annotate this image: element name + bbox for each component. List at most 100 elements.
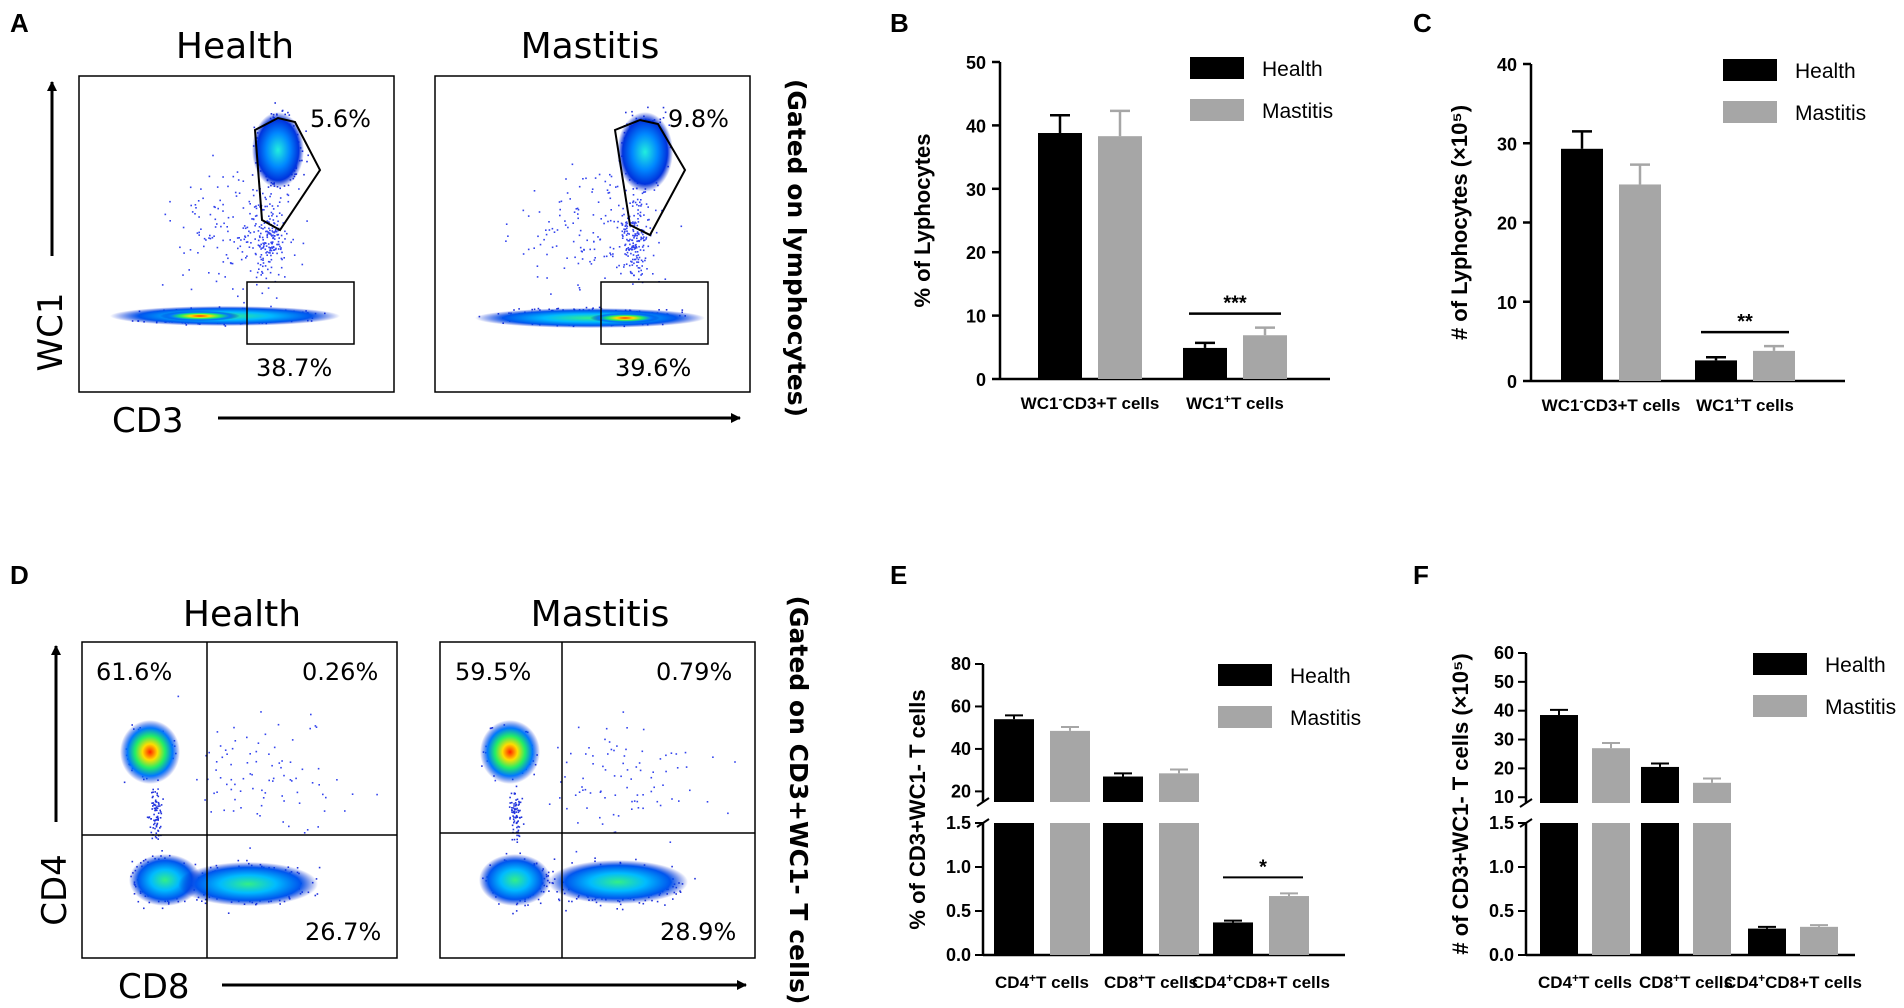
event-dot bbox=[630, 778, 632, 780]
event-dot bbox=[613, 749, 615, 752]
event-dot bbox=[599, 904, 602, 907]
event-dot bbox=[634, 251, 637, 253]
event-dot bbox=[217, 207, 219, 210]
category-label-0: WC1-CD3+T cells bbox=[1021, 392, 1160, 413]
bar-health-0-lower bbox=[1540, 823, 1578, 955]
event-dot bbox=[231, 262, 234, 265]
event-dot bbox=[612, 255, 614, 258]
event-dot bbox=[286, 232, 288, 235]
event-dot bbox=[224, 276, 226, 278]
event-dot bbox=[621, 214, 624, 217]
event-dot bbox=[521, 797, 524, 800]
legend-swatch-mastitis bbox=[1753, 695, 1807, 717]
event-dot bbox=[626, 230, 628, 232]
event-dot bbox=[151, 808, 153, 810]
event-dot bbox=[265, 252, 267, 254]
cd4-population-health bbox=[120, 720, 180, 784]
event-dot bbox=[237, 295, 239, 298]
event-dot bbox=[287, 194, 290, 197]
event-dot bbox=[634, 258, 637, 261]
category-label-1: WC1+T cells bbox=[1696, 394, 1794, 415]
event-dot bbox=[161, 850, 163, 852]
event-dot bbox=[621, 237, 624, 239]
y-axis-title: # of CD3+WC1- T cells (×10⁵) bbox=[1448, 653, 1473, 954]
event-dot bbox=[652, 254, 655, 257]
event-dot bbox=[591, 191, 593, 193]
y-tick-label: 10 bbox=[966, 307, 986, 327]
event-dot bbox=[271, 247, 273, 249]
event-dot bbox=[257, 230, 260, 232]
event-dot bbox=[255, 750, 258, 753]
event-dot bbox=[225, 254, 228, 256]
event-dot bbox=[278, 212, 281, 214]
event-dot bbox=[511, 801, 513, 804]
event-dot bbox=[290, 241, 292, 244]
event-dot bbox=[336, 779, 338, 781]
event-dot bbox=[560, 781, 562, 783]
event-dot bbox=[639, 201, 641, 204]
event-dot bbox=[246, 859, 248, 862]
event-dot bbox=[275, 229, 277, 231]
event-dot bbox=[262, 797, 265, 799]
event-dot bbox=[153, 807, 156, 810]
event-dot bbox=[188, 269, 190, 271]
event-dot bbox=[593, 259, 596, 261]
event-dot bbox=[277, 240, 280, 243]
event-dot bbox=[269, 232, 272, 235]
event-dot bbox=[256, 214, 258, 217]
event-dot bbox=[623, 232, 626, 234]
event-dot bbox=[215, 769, 217, 771]
event-dot bbox=[239, 245, 242, 248]
event-dot bbox=[317, 826, 319, 828]
event-dot bbox=[238, 237, 240, 239]
event-dot bbox=[315, 878, 318, 880]
event-dot bbox=[265, 198, 267, 201]
event-dot bbox=[609, 219, 612, 222]
event-dot bbox=[637, 209, 639, 211]
event-dot bbox=[267, 220, 269, 223]
event-dot bbox=[284, 230, 286, 233]
event-dot bbox=[242, 207, 245, 209]
event-dot bbox=[609, 184, 611, 186]
event-dot bbox=[269, 247, 272, 249]
event-dot bbox=[264, 242, 267, 244]
event-dot bbox=[248, 200, 251, 203]
event-dot bbox=[637, 218, 639, 220]
event-dot bbox=[679, 891, 682, 893]
event-dot bbox=[627, 217, 629, 220]
event-dot bbox=[556, 229, 559, 231]
event-dot bbox=[269, 252, 271, 254]
event-dot bbox=[281, 760, 283, 762]
event-dot bbox=[607, 192, 610, 194]
event-dot bbox=[689, 789, 691, 792]
event-dot bbox=[266, 230, 268, 233]
event-dot bbox=[636, 261, 638, 263]
double-neg-population-health bbox=[129, 854, 201, 906]
event-dot bbox=[585, 753, 587, 755]
event-dot bbox=[155, 825, 158, 828]
event-dot bbox=[513, 805, 515, 807]
category-label-1: CD8+T cells bbox=[1104, 971, 1198, 992]
event-dot bbox=[637, 807, 640, 809]
flow-title-health-d: Health bbox=[183, 594, 301, 635]
event-dot bbox=[636, 237, 638, 240]
quadrant-ul-health: 61.6% bbox=[96, 658, 172, 686]
event-dot bbox=[537, 235, 539, 238]
event-dot bbox=[643, 214, 645, 216]
event-dot bbox=[517, 804, 520, 806]
event-dot bbox=[653, 189, 656, 191]
event-dot bbox=[153, 819, 155, 822]
event-dot bbox=[227, 185, 229, 188]
event-dot bbox=[650, 790, 653, 793]
event-dot bbox=[631, 808, 633, 810]
event-dot bbox=[599, 816, 601, 819]
event-dot bbox=[241, 251, 244, 253]
event-dot bbox=[664, 904, 666, 906]
event-dot bbox=[257, 204, 260, 206]
event-dot bbox=[281, 251, 283, 254]
event-dot bbox=[190, 288, 193, 291]
event-dot bbox=[578, 791, 581, 793]
event-dot bbox=[515, 811, 518, 813]
event-dot bbox=[287, 184, 290, 187]
